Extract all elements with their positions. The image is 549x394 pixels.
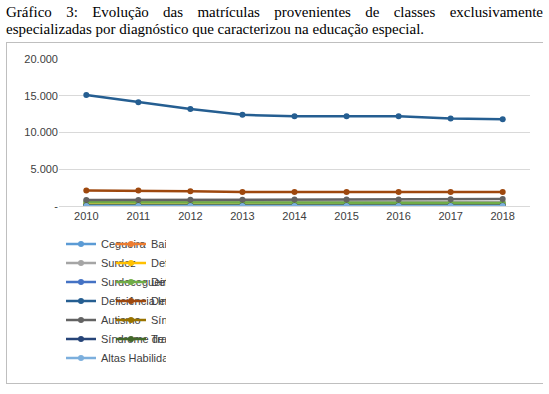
svg-text:10.000: 10.000: [24, 126, 58, 138]
svg-text:2018: 2018: [490, 210, 514, 222]
svg-text:Deficiência Auditiva: Deficiência Auditiva: [151, 257, 166, 269]
svg-text:Transt Desint da Infancia: Transt Desint da Infancia: [151, 333, 166, 345]
svg-text:2017: 2017: [438, 210, 462, 222]
html-text:Gráfico 3: Evolução das matríc: Gráfico 3: Evolução das matrículas prove…: [6, 4, 543, 37]
svg-text:15.000: 15.000: [24, 90, 58, 102]
svg-text:Altas Habilidades: Altas Habilidades: [101, 352, 166, 364]
svg-text:2016: 2016: [386, 210, 410, 222]
svg-text:Deficiência Física: Deficiência Física: [151, 276, 166, 288]
svg-text:2013: 2013: [230, 210, 254, 222]
svg-text:Baixa Visão: Baixa Visão: [151, 238, 166, 250]
svg-text:2015: 2015: [334, 210, 358, 222]
svg-text:Autismo: Autismo: [101, 314, 141, 327]
svg-text:Surdez: Surdez: [101, 257, 136, 270]
svg-text:2014: 2014: [282, 210, 306, 222]
svg-text:20.000: 20.000: [24, 53, 58, 65]
svg-text:Síndrome de Asperger: Síndrome de Asperger: [151, 314, 166, 326]
svg-text:Cegueira: Cegueira: [101, 238, 147, 250]
svg-text:5.000: 5.000: [30, 163, 58, 175]
svg-text:2011: 2011: [127, 210, 151, 222]
svg-text:Deficiência Multipla: Deficiência Multipla: [151, 295, 166, 307]
svg-text:-: -: [54, 200, 58, 212]
svg-text:2010: 2010: [74, 210, 98, 222]
svg-text:2012: 2012: [178, 210, 202, 222]
